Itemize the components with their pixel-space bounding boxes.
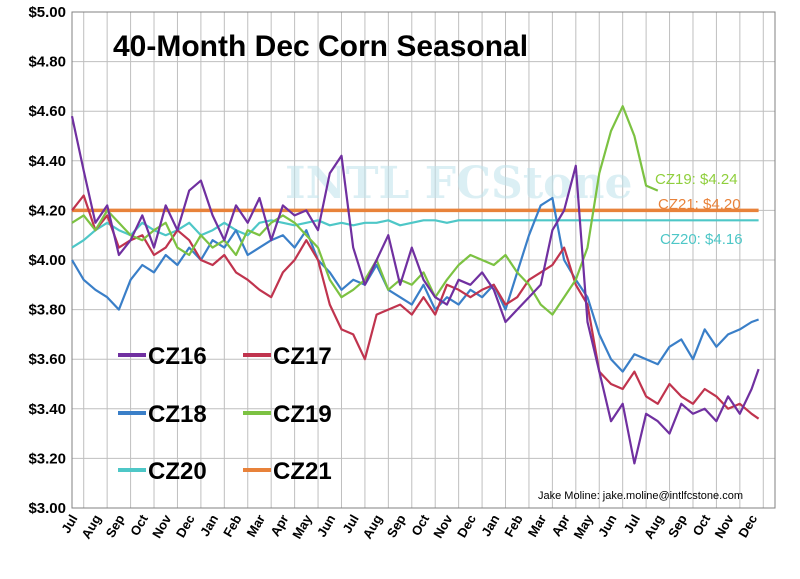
legend-label-cz21: CZ21 — [273, 458, 332, 485]
watermark: INTL FCStone — [285, 158, 633, 209]
y-tick-label: $3.40 — [28, 401, 66, 418]
y-tick-label: $4.80 — [28, 54, 66, 71]
annotation-label: CZ19: $4.24 — [655, 171, 738, 188]
credit-text: Jake Moline: jake.moline@intlfcstone.com — [538, 490, 743, 502]
watermark-text: INTL FCStone — [285, 158, 633, 209]
chart-title: 40-Month Dec Corn Seasonal — [113, 30, 528, 63]
annotation-label: CZ20: $4.16 — [660, 231, 743, 248]
series-line-cz20 — [71, 219, 759, 249]
legend-label-cz18: CZ18 — [148, 401, 207, 428]
legend-label-cz20: CZ20 — [148, 458, 207, 485]
series-line-cz19 — [71, 105, 659, 316]
y-axis-ticks: $3.00 $3.20 $3.40 $3.60 $3.80 $4.00 $4.20 $4.40… — [28, 4, 66, 517]
y-tick-label: $3.60 — [28, 351, 66, 368]
series-line-cz17 — [71, 194, 760, 420]
y-tick-label: $5.00 — [28, 4, 66, 21]
gridlines — [71, 11, 776, 509]
series-line-cz16 — [70, 115, 760, 465]
annotation-label: CZ21: $4.20 — [658, 196, 741, 213]
y-tick-label: $4.40 — [28, 153, 66, 170]
series-lines — [70, 105, 760, 465]
y-tick-label: $4.60 — [28, 103, 66, 120]
legend-label-cz17: CZ17 — [273, 343, 332, 370]
annotations: CZ19: $4.24 CZ21: $4.20 CZ20: $4.16 — [655, 171, 743, 248]
y-tick-label: $3.20 — [28, 450, 66, 467]
series-line-cz18 — [71, 196, 759, 373]
y-tick-label: $3.80 — [28, 302, 66, 319]
legend: CZ16 CZ17 CZ18 CZ19 CZ20 CZ21 — [118, 343, 332, 485]
y-tick-label: $3.00 — [28, 500, 66, 517]
y-tick-label: $4.20 — [28, 202, 66, 219]
legend-label-cz19: CZ19 — [273, 401, 332, 428]
y-tick-label: $4.00 — [28, 252, 66, 269]
legend-label-cz16: CZ16 — [148, 343, 207, 370]
